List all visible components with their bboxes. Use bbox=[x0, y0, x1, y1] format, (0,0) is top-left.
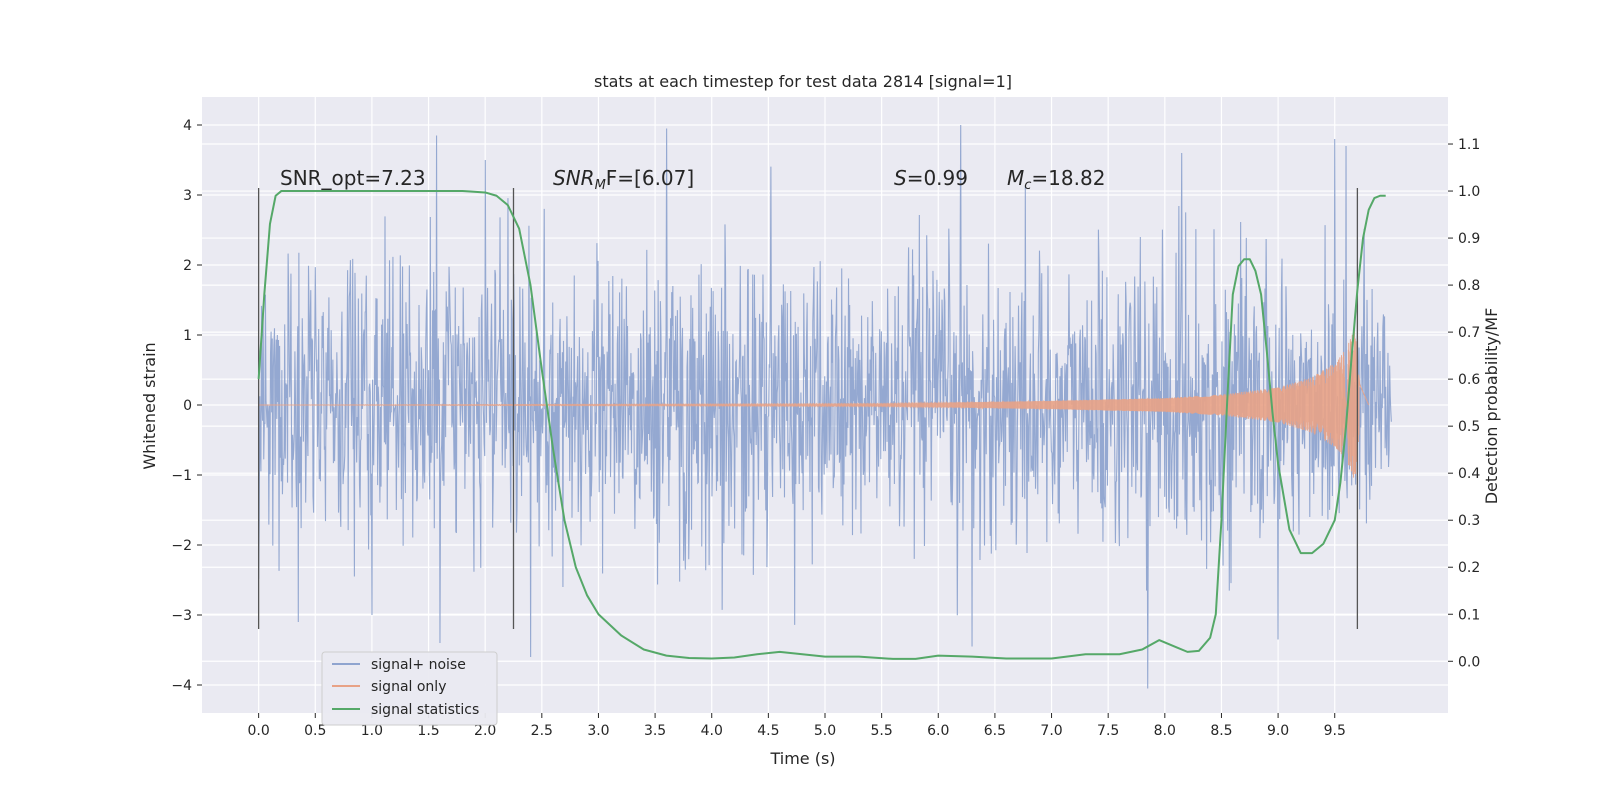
x-tick-label: 8.5 bbox=[1210, 723, 1232, 739]
annotation-mc: Mc=18.82 bbox=[1007, 166, 1105, 193]
signal-statistics-series bbox=[257, 190, 1386, 660]
y-tick-label: −1 bbox=[171, 468, 192, 484]
y2-tick-label: 0.8 bbox=[1458, 278, 1480, 294]
x-tick-label: 5.5 bbox=[871, 723, 893, 739]
x-axis-ticks: 0.0 0.5 1.0 1.5 2.0 2.5 3.0 3.5 4.0 4.5 5.0 5.5 6.0 6… bbox=[248, 713, 1346, 739]
x-tick-label: 8.0 bbox=[1154, 723, 1176, 739]
x-tick-label: 4.0 bbox=[701, 723, 723, 739]
x-tick-label: 6.5 bbox=[984, 723, 1006, 739]
y2-tick-label: 0.6 bbox=[1458, 372, 1480, 388]
legend-label-signal-noise: signal+ noise bbox=[371, 657, 466, 673]
y2-tick-label: 0.4 bbox=[1458, 466, 1480, 482]
y2-tick-label: 0.0 bbox=[1458, 654, 1480, 670]
legend: signal+ noise signal only signal statist… bbox=[321, 651, 498, 726]
annotation-snr-opt: SNR_opt=7.23 bbox=[280, 166, 426, 190]
signal-only-line bbox=[258, 329, 1370, 478]
x-axis-label: Time (s) bbox=[769, 749, 835, 768]
x-tick-label: 5.0 bbox=[814, 723, 836, 739]
x-tick-label: 3.5 bbox=[644, 723, 666, 739]
legend-label-signal-only: signal only bbox=[371, 679, 446, 695]
y2-tick-label: 1.0 bbox=[1458, 184, 1480, 200]
y-tick-label: 4 bbox=[183, 118, 192, 134]
x-tick-label: 7.5 bbox=[1097, 723, 1119, 739]
x-tick-label: 6.0 bbox=[927, 723, 949, 739]
x-tick-label: 1.0 bbox=[361, 723, 383, 739]
y-axis-ticks: −4 −3 −2 −1 0 1 2 3 4 bbox=[171, 118, 202, 694]
y2-axis-label: Detection probability/MF bbox=[1482, 308, 1501, 505]
y-tick-label: 2 bbox=[183, 258, 192, 274]
y2-tick-label: 0.2 bbox=[1458, 560, 1480, 576]
y-tick-label: −4 bbox=[171, 678, 192, 694]
y-tick-label: −2 bbox=[171, 538, 192, 554]
annotation-s: S=0.99 bbox=[894, 166, 968, 190]
y2-tick-label: 0.1 bbox=[1458, 607, 1480, 623]
y-tick-label: −3 bbox=[171, 608, 192, 624]
signal-only-series bbox=[258, 329, 1370, 478]
x-tick-label: 0.5 bbox=[304, 723, 326, 739]
x-tick-label: 9.0 bbox=[1267, 723, 1289, 739]
vertical-markers bbox=[257, 188, 1359, 629]
y2-tick-label: 0.9 bbox=[1458, 231, 1480, 247]
legend-box bbox=[321, 651, 498, 726]
chart-title: stats at each timestep for test data 281… bbox=[594, 72, 1012, 91]
x-tick-label: 7.0 bbox=[1040, 723, 1062, 739]
y2-axis-ticks: 0.0 0.1 0.2 0.3 0.4 0.5 0.6 0.7 0.8 0.9 1.0 1.1 bbox=[1448, 137, 1480, 670]
legend-label-signal-statistics: signal statistics bbox=[371, 702, 479, 718]
y-tick-label: 0 bbox=[183, 398, 192, 414]
y2-tick-label: 0.3 bbox=[1458, 513, 1480, 529]
x-tick-label: 9.5 bbox=[1324, 723, 1346, 739]
x-tick-label: 2.0 bbox=[474, 723, 496, 739]
y2-tick-label: 0.5 bbox=[1458, 419, 1480, 435]
y-axis-label: Whitened strain bbox=[140, 342, 159, 469]
annotation-snr-mf: SNRMF=[6.07] bbox=[553, 166, 694, 193]
y2-tick-label: 1.1 bbox=[1458, 137, 1480, 153]
y-tick-label: 3 bbox=[183, 188, 192, 204]
y-tick-label: 1 bbox=[183, 328, 192, 344]
x-tick-label: 0.0 bbox=[248, 723, 270, 739]
signal-statistics-line bbox=[257, 190, 1386, 660]
x-tick-label: 4.5 bbox=[757, 723, 779, 739]
x-tick-label: 1.5 bbox=[417, 723, 439, 739]
x-tick-label: 2.5 bbox=[531, 723, 553, 739]
x-tick-label: 3.0 bbox=[587, 723, 609, 739]
y2-tick-label: 0.7 bbox=[1458, 325, 1480, 341]
